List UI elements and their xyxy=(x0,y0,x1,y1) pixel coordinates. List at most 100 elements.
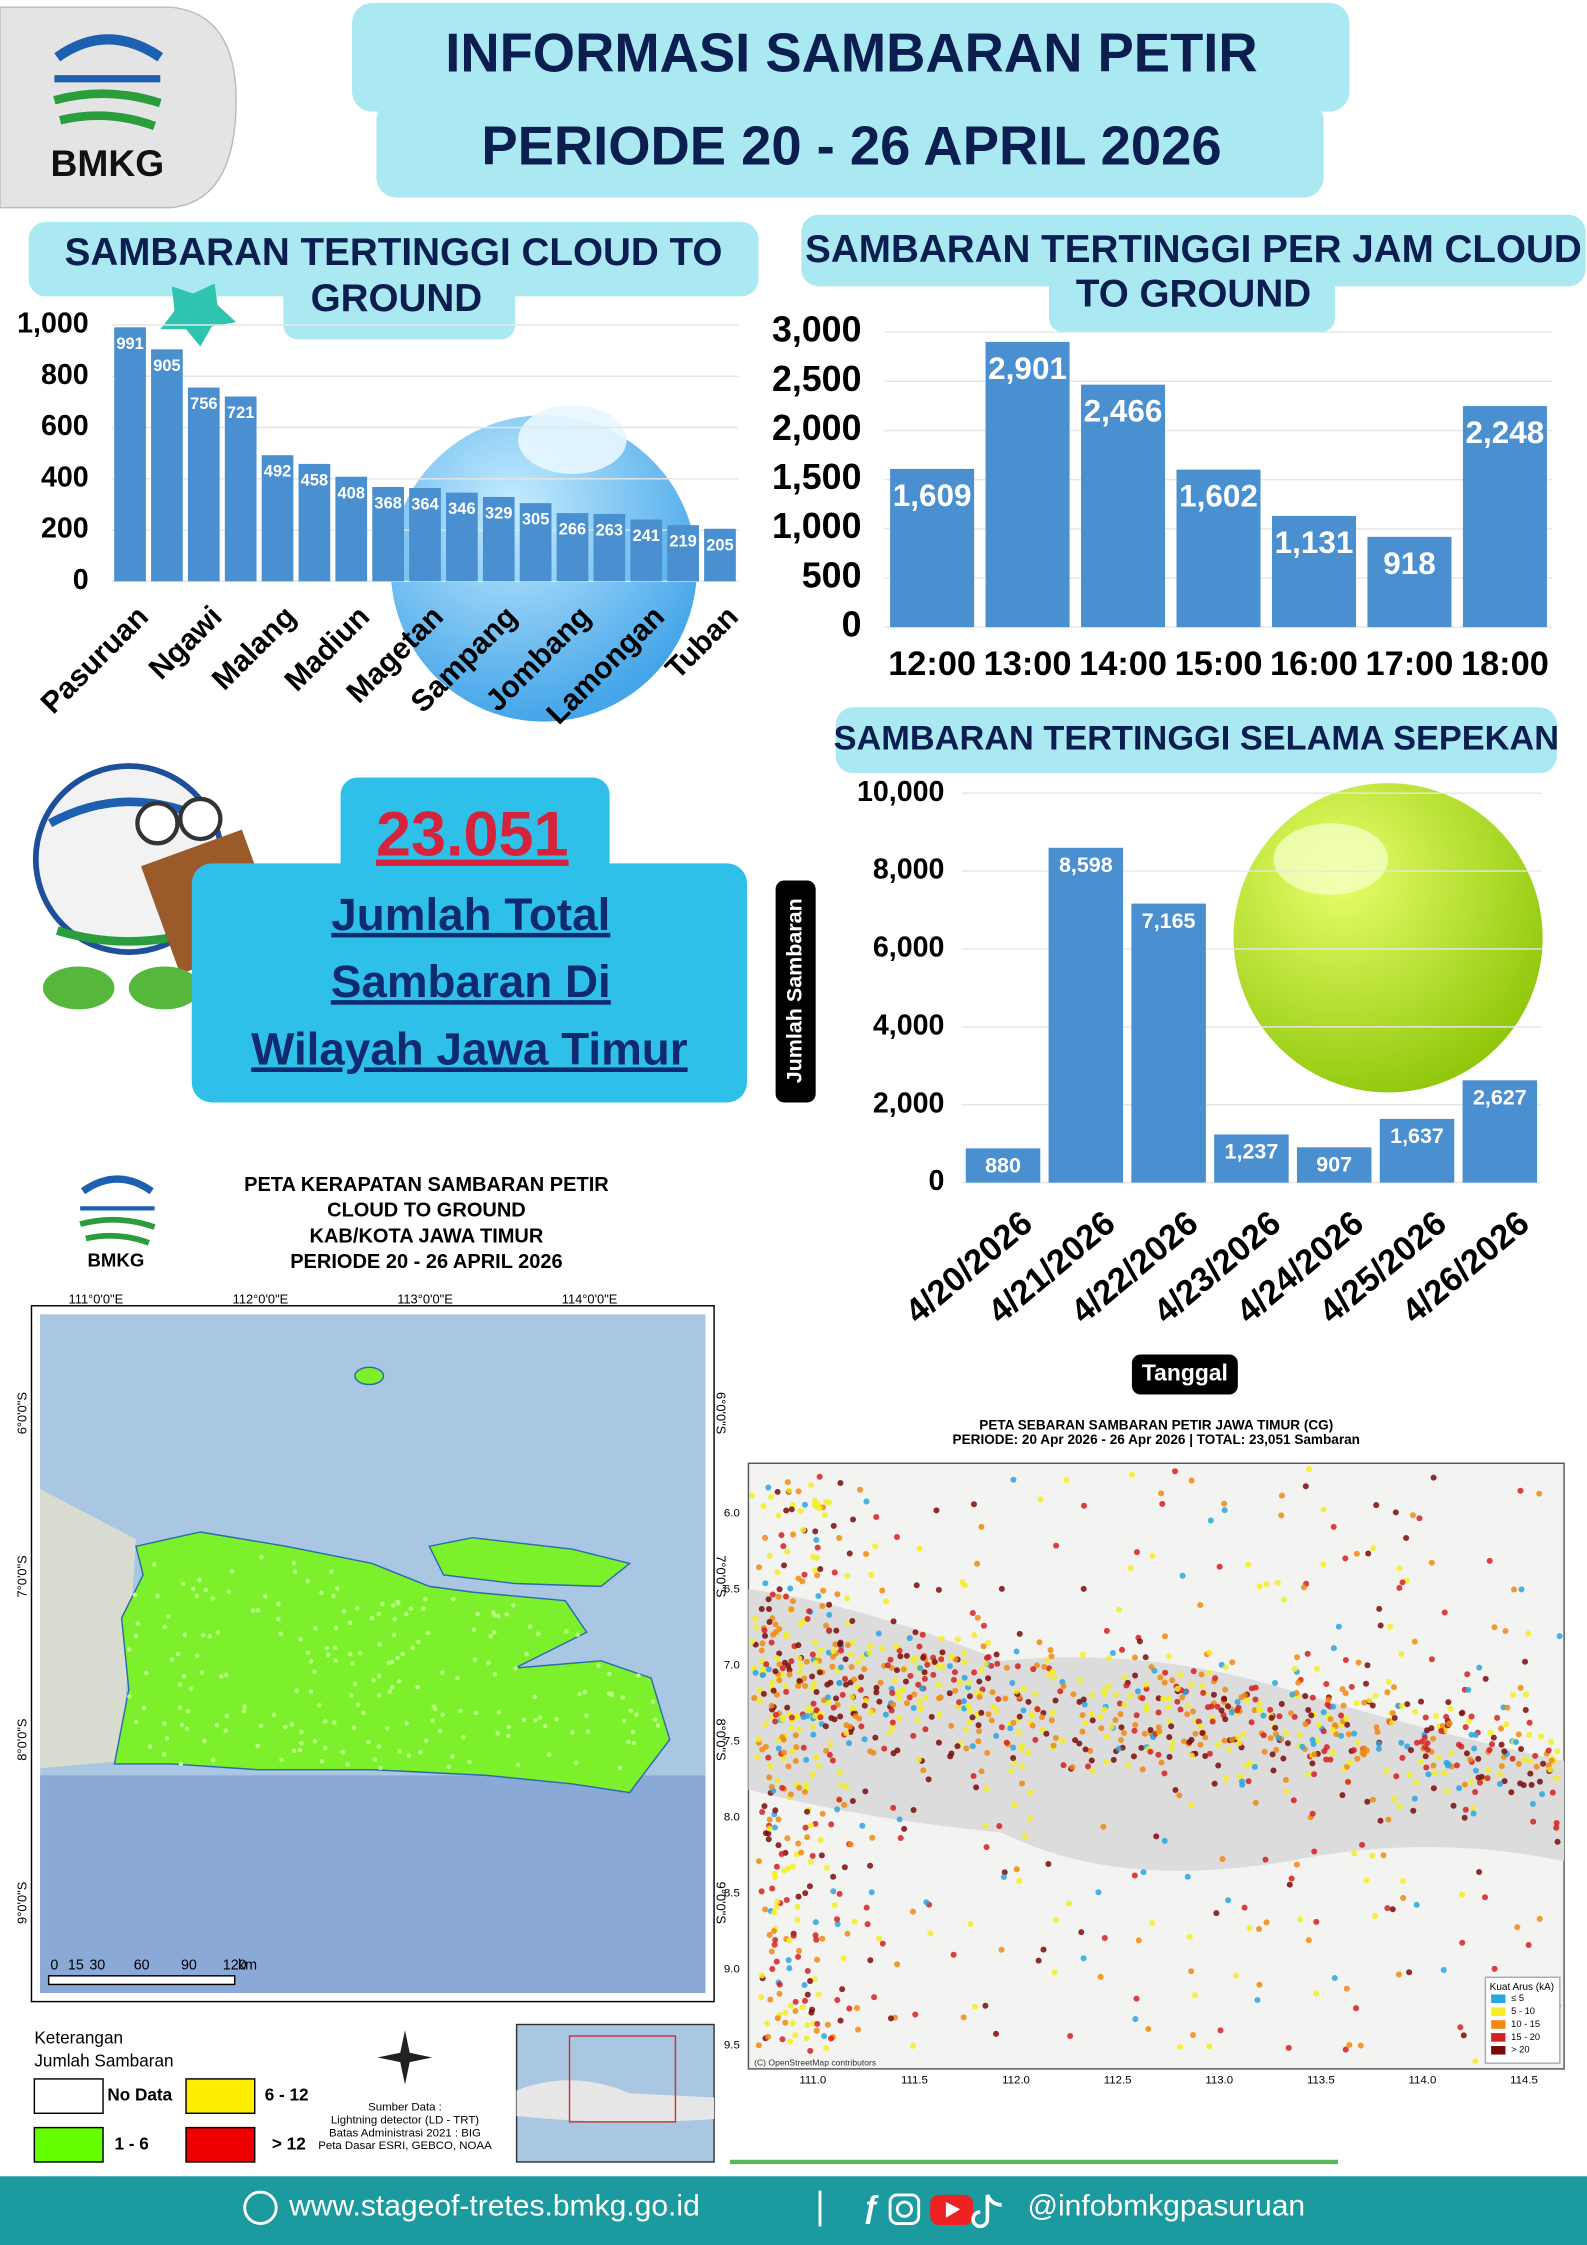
lightning-dot xyxy=(992,2030,999,2037)
lightning-dot xyxy=(1133,1995,1140,2002)
lightning-dot xyxy=(770,1687,777,1694)
lightning-dot xyxy=(985,1639,992,1646)
lightning-dot xyxy=(1032,1690,1039,1697)
density-dot xyxy=(432,1706,438,1712)
lightning-dot xyxy=(844,1641,851,1648)
lightning-dot xyxy=(872,1543,879,1550)
lightning-dot xyxy=(768,1702,775,1709)
lightning-dot xyxy=(1338,1732,1345,1739)
lightning-dot xyxy=(799,2004,806,2011)
lightning-dot xyxy=(843,1681,850,1688)
density-dot xyxy=(283,1724,288,1730)
density-dot xyxy=(423,1597,428,1602)
lightning-dot xyxy=(1139,1695,1146,1702)
lightning-dot xyxy=(852,1713,859,1720)
lat-tick: 6.5 xyxy=(724,1583,740,1595)
lightning-dot xyxy=(1504,1704,1511,1711)
lightning-dot xyxy=(1097,1713,1104,1720)
value-label: 991 xyxy=(116,335,143,353)
density-dot xyxy=(341,1608,347,1614)
lat-label: 9°0'0"S xyxy=(713,1882,728,1924)
density-dot xyxy=(415,1684,420,1690)
lightning-dot xyxy=(1155,1751,1162,1758)
lightning-dot xyxy=(1195,1718,1202,1725)
lightning-dot xyxy=(773,1958,780,1965)
lightning-dot xyxy=(1252,1799,1259,1806)
lightning-dot xyxy=(984,1749,991,1756)
lightning-dot xyxy=(1081,1701,1088,1708)
lightning-dot xyxy=(813,1689,820,1696)
density-dot xyxy=(263,1594,268,1599)
lightning-dot xyxy=(839,1691,846,1698)
lightning-dot xyxy=(844,1930,851,1937)
lightning-dot xyxy=(807,1858,814,1865)
map-land xyxy=(40,1489,136,1769)
lightning-dot xyxy=(1070,1691,1077,1698)
lightning-dot xyxy=(1311,1771,1318,1778)
lightning-dot xyxy=(1275,1734,1282,1741)
lightning-dot xyxy=(1165,1653,1173,1660)
lightning-dot xyxy=(1072,1737,1079,1744)
inset-land xyxy=(516,2080,715,2122)
lightning-dot xyxy=(802,1781,809,1788)
lightning-dot xyxy=(817,1714,824,1721)
lightning-dot xyxy=(1053,1542,1060,1549)
density-dot xyxy=(329,1569,334,1574)
lightning-dot xyxy=(1554,1748,1561,1755)
density-dot xyxy=(223,1728,229,1733)
lightning-dot xyxy=(1448,1750,1455,1757)
lightning-dot xyxy=(1438,1727,1445,1734)
lightning-dot xyxy=(983,1844,990,1851)
lightning-dot xyxy=(881,1745,888,1752)
lightning-dot xyxy=(1256,1981,1263,1988)
lightning-dot xyxy=(1457,2024,1464,2031)
lightning-dot xyxy=(1314,1737,1321,1744)
lightning-dot xyxy=(1529,1800,1536,1807)
lightning-dot xyxy=(1363,1877,1370,1884)
density-dot xyxy=(297,1747,303,1753)
value-label: 905 xyxy=(153,357,180,375)
lightning-dot xyxy=(1430,1785,1437,1792)
lightning-dot xyxy=(858,1723,865,1730)
lightning-dot xyxy=(886,1730,893,1737)
lightning-dot xyxy=(846,2005,853,2012)
map-title: PETA KERAPATAN SAMBARAN PETIR xyxy=(244,1174,609,1196)
lightning-dot xyxy=(978,1667,985,1674)
lightning-dot xyxy=(1304,1650,1311,1657)
lightning-dot xyxy=(838,1647,845,1654)
lightning-dot xyxy=(1063,1477,1070,1484)
lightning-dot xyxy=(1165,1703,1172,1710)
lightning-dot xyxy=(1548,1757,1555,1764)
lightning-dot xyxy=(1360,1751,1367,1758)
lightning-dot xyxy=(1353,1550,1360,1557)
lightning-dot xyxy=(830,1522,837,1529)
lightning-dot xyxy=(955,1703,962,1710)
lightning-dot xyxy=(1020,1707,1027,1714)
bar xyxy=(1462,406,1547,628)
lightning-dot xyxy=(799,1578,806,1585)
lightning-dot xyxy=(1149,1920,1156,1927)
density-dot xyxy=(357,1650,363,1656)
lightning-dot xyxy=(1461,1781,1468,1788)
lightning-dot xyxy=(780,1749,787,1756)
lightning-dot xyxy=(766,1774,773,1781)
lightning-dot xyxy=(818,1852,825,1859)
lightning-dot xyxy=(961,1674,968,1681)
lightning-dot xyxy=(795,1642,802,1649)
lightning-dot xyxy=(788,1506,795,1513)
lon-label: 112°0'0"E xyxy=(233,1291,289,1306)
lightning-dot xyxy=(1088,1757,1095,1764)
density-dot xyxy=(259,1554,264,1560)
lightning-dot xyxy=(1387,1623,1394,1630)
lightning-dot xyxy=(879,1587,886,1594)
lightning-dot xyxy=(843,1784,850,1791)
density-dot xyxy=(521,1717,527,1723)
lightning-dot xyxy=(816,1473,823,1480)
lightning-dot xyxy=(1060,1762,1067,1769)
lightning-dot xyxy=(1392,1509,1399,1516)
lightning-dot xyxy=(839,1986,846,1993)
lightning-dot xyxy=(919,1631,926,1638)
lightning-dot xyxy=(867,1862,874,1869)
lightning-dot xyxy=(751,1665,758,1672)
density-dot xyxy=(410,1645,416,1650)
